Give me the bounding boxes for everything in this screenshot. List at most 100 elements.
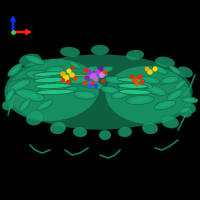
- Ellipse shape: [154, 100, 176, 110]
- Ellipse shape: [91, 45, 109, 55]
- Circle shape: [89, 81, 93, 85]
- Circle shape: [148, 70, 152, 74]
- Circle shape: [67, 69, 71, 73]
- Circle shape: [138, 75, 142, 79]
- Circle shape: [92, 83, 94, 85]
- Ellipse shape: [100, 68, 110, 72]
- Ellipse shape: [8, 91, 12, 99]
- Ellipse shape: [32, 73, 48, 77]
- Circle shape: [133, 78, 137, 82]
- Ellipse shape: [174, 80, 186, 90]
- Ellipse shape: [179, 107, 191, 113]
- Ellipse shape: [106, 66, 190, 124]
- Ellipse shape: [182, 108, 188, 112]
- Ellipse shape: [54, 78, 66, 82]
- Ellipse shape: [19, 99, 31, 111]
- Circle shape: [104, 71, 106, 73]
- Circle shape: [64, 75, 68, 80]
- Ellipse shape: [161, 76, 179, 84]
- Circle shape: [141, 81, 143, 83]
- Ellipse shape: [8, 54, 192, 130]
- Ellipse shape: [73, 127, 87, 137]
- Ellipse shape: [144, 78, 156, 82]
- Ellipse shape: [33, 72, 63, 76]
- Ellipse shape: [177, 67, 193, 77]
- Ellipse shape: [50, 122, 66, 134]
- Ellipse shape: [65, 88, 75, 92]
- Ellipse shape: [172, 67, 178, 73]
- Ellipse shape: [90, 83, 100, 87]
- Ellipse shape: [60, 47, 80, 57]
- Ellipse shape: [74, 78, 86, 82]
- Ellipse shape: [105, 88, 115, 92]
- Circle shape: [70, 73, 74, 77]
- Circle shape: [102, 80, 104, 82]
- Circle shape: [72, 67, 74, 69]
- Ellipse shape: [62, 86, 78, 94]
- Ellipse shape: [170, 92, 180, 98]
- Ellipse shape: [74, 91, 96, 99]
- Ellipse shape: [148, 87, 162, 93]
- Ellipse shape: [38, 86, 62, 94]
- Ellipse shape: [50, 76, 70, 84]
- Ellipse shape: [115, 93, 125, 97]
- Circle shape: [95, 84, 98, 88]
- Ellipse shape: [111, 91, 129, 99]
- Ellipse shape: [101, 86, 119, 94]
- Ellipse shape: [22, 101, 28, 109]
- Ellipse shape: [95, 74, 105, 76]
- Ellipse shape: [144, 84, 166, 96]
- Ellipse shape: [43, 88, 57, 92]
- Ellipse shape: [2, 100, 14, 110]
- Ellipse shape: [86, 81, 104, 89]
- Circle shape: [94, 77, 98, 81]
- Ellipse shape: [155, 57, 175, 67]
- Ellipse shape: [36, 89, 74, 95]
- Ellipse shape: [97, 66, 113, 74]
- Circle shape: [99, 67, 103, 71]
- Ellipse shape: [82, 66, 98, 74]
- Ellipse shape: [117, 78, 145, 82]
- Ellipse shape: [118, 127, 132, 137]
- Ellipse shape: [177, 82, 183, 88]
- Ellipse shape: [159, 103, 171, 107]
- Ellipse shape: [15, 89, 45, 101]
- Ellipse shape: [119, 89, 151, 95]
- Ellipse shape: [26, 111, 44, 125]
- Ellipse shape: [178, 107, 192, 117]
- Ellipse shape: [69, 61, 81, 69]
- Ellipse shape: [8, 64, 22, 76]
- Ellipse shape: [11, 66, 19, 74]
- Ellipse shape: [5, 59, 99, 121]
- Ellipse shape: [6, 89, 14, 101]
- Ellipse shape: [153, 66, 167, 74]
- Ellipse shape: [109, 79, 121, 81]
- Ellipse shape: [137, 81, 153, 89]
- Ellipse shape: [50, 69, 60, 71]
- Ellipse shape: [140, 83, 150, 87]
- Ellipse shape: [21, 92, 39, 98]
- Ellipse shape: [167, 90, 183, 100]
- Ellipse shape: [126, 95, 154, 105]
- Circle shape: [153, 67, 157, 71]
- Ellipse shape: [142, 122, 158, 134]
- Ellipse shape: [126, 50, 144, 60]
- Circle shape: [84, 82, 86, 84]
- Ellipse shape: [132, 98, 148, 102]
- Circle shape: [66, 80, 70, 84]
- Ellipse shape: [40, 102, 50, 108]
- Circle shape: [96, 70, 101, 74]
- Ellipse shape: [26, 70, 54, 80]
- Ellipse shape: [14, 82, 26, 88]
- Ellipse shape: [165, 78, 175, 82]
- Circle shape: [130, 75, 134, 79]
- Ellipse shape: [34, 77, 68, 83]
- Ellipse shape: [169, 65, 181, 75]
- Circle shape: [145, 67, 149, 71]
- Ellipse shape: [71, 63, 79, 67]
- Ellipse shape: [161, 116, 179, 128]
- Ellipse shape: [85, 68, 95, 72]
- Ellipse shape: [35, 83, 71, 89]
- Ellipse shape: [140, 76, 160, 84]
- Ellipse shape: [10, 79, 30, 91]
